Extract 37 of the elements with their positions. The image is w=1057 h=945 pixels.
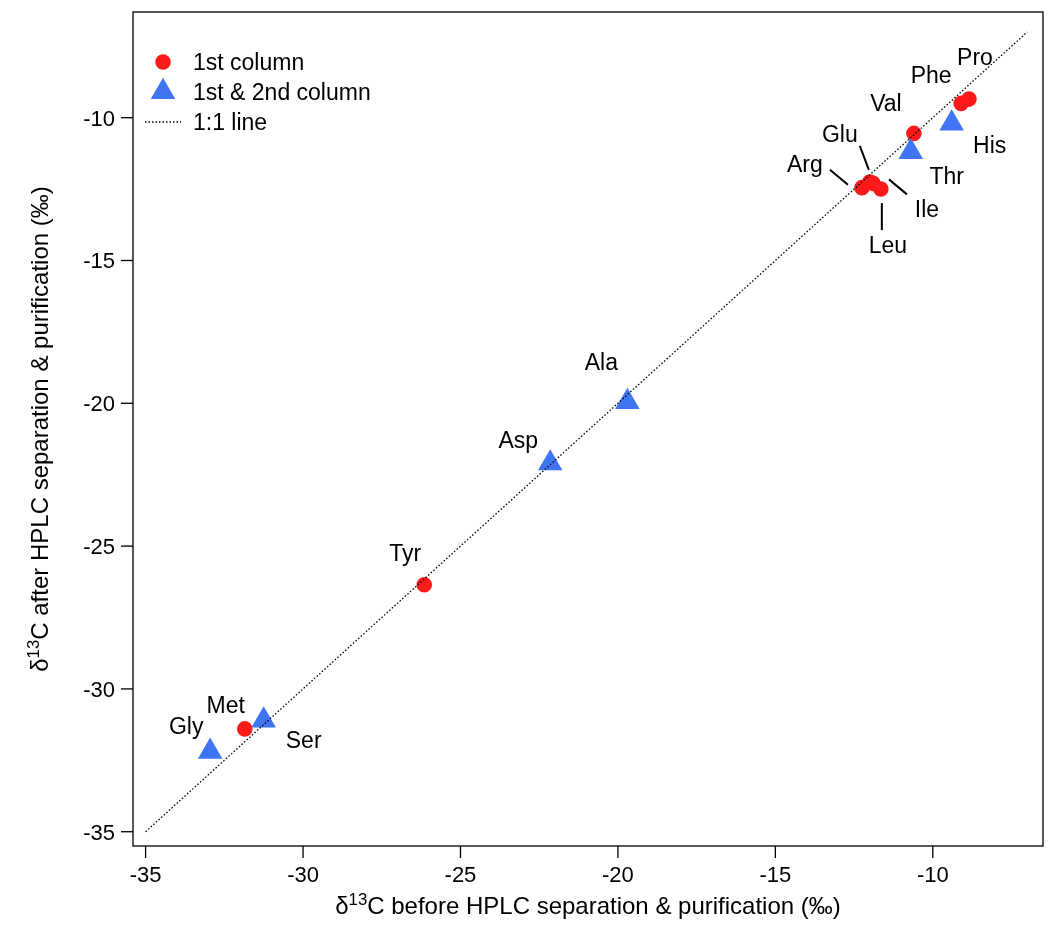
annotation: Pro xyxy=(957,44,993,71)
x-axis-title: δ$^{13}$C before HPLC separation & purification (‰) xyxy=(335,889,841,919)
y-tick-label: -15 xyxy=(83,248,115,274)
legend-label: 1:1 line xyxy=(193,109,268,135)
annotation: Val xyxy=(870,90,902,117)
annotation: Glu xyxy=(821,120,858,147)
legend-label: 1st column xyxy=(193,49,305,75)
y-tick-label: -35 xyxy=(83,819,115,845)
y-tick-label: -25 xyxy=(83,534,115,560)
x-tick-label: -30 xyxy=(287,862,319,887)
x-tick-label: -25 xyxy=(444,862,477,887)
point xyxy=(906,125,922,142)
annotation: Ala xyxy=(584,348,619,375)
annotation: Thr xyxy=(929,162,965,189)
y-tick-label: -10 xyxy=(83,105,115,131)
x-tick-label: -10 xyxy=(916,862,949,887)
annotation: Phe xyxy=(910,62,952,89)
point xyxy=(953,95,969,112)
annotation: Arg xyxy=(787,150,823,177)
annotation: Asp xyxy=(498,427,539,454)
y-tick-label: -20 xyxy=(83,391,115,417)
x-tick-label: -15 xyxy=(759,862,792,887)
legend-label: 1st & 2nd column xyxy=(193,79,371,105)
annotation: Gly xyxy=(168,712,204,739)
annotation: His xyxy=(973,132,1007,159)
annotation: Tyr xyxy=(389,539,422,566)
point xyxy=(251,706,276,728)
point xyxy=(873,181,889,197)
point xyxy=(197,737,223,759)
point xyxy=(537,449,563,471)
x-tick-label: -20 xyxy=(602,862,634,887)
annotation: Leu xyxy=(868,232,908,259)
annotation: Ser xyxy=(285,727,322,754)
x-tick-label: -35 xyxy=(129,862,162,887)
y-tick-label: -30 xyxy=(83,676,115,702)
annotation: Ile xyxy=(914,196,940,223)
annotation: Met xyxy=(206,691,246,718)
